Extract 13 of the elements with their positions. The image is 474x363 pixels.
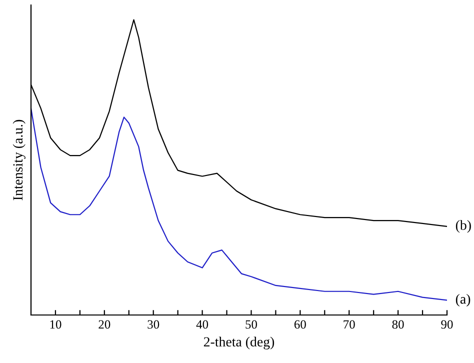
x-axis-title: 2-theta (deg) <box>204 336 274 350</box>
series-label: (a) <box>456 294 470 307</box>
x-tick-label: 10 <box>50 320 62 329</box>
x-tick-label: 40 <box>196 320 208 329</box>
x-tick-label: 50 <box>246 320 258 329</box>
series-label: (b) <box>456 220 471 233</box>
x-tick-label: 70 <box>344 320 355 329</box>
x-tick-label: 30 <box>148 320 160 329</box>
x-tick-label: 20 <box>98 320 110 329</box>
x-tick-label: 80 <box>392 320 404 329</box>
y-axis-title: Intensity (a.u.) <box>12 120 26 200</box>
x-tick-label: 90 <box>441 320 453 329</box>
x-tick-label: 60 <box>294 320 306 329</box>
